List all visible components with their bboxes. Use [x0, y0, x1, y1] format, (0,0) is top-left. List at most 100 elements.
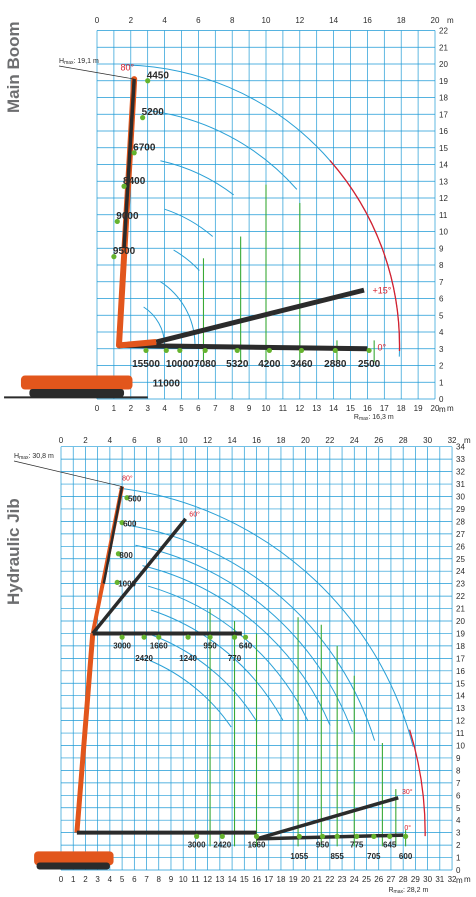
hydraulic-jib-load-point: [156, 634, 162, 640]
hydraulic-jib-load-point: [334, 833, 340, 839]
main-boom-angle-label: 0°: [378, 342, 387, 352]
main-boom-x-tick-top: 6: [196, 16, 201, 25]
hydraulic-jib-load-arc: [151, 634, 258, 723]
hydraulic-jib-y-tick: 18: [456, 642, 465, 651]
hydraulic-jib-load-point: [119, 520, 125, 526]
main-boom-boom-base: [118, 339, 157, 349]
hydraulic-jib-x-tick-top: 0: [59, 436, 64, 445]
main-boom-load-point: [163, 347, 169, 354]
main-boom-load-label: 15500: [132, 359, 160, 370]
hydraulic-jib-y-tick: 33: [456, 455, 465, 464]
hydraulic-jib-x-tick-bottom: 19: [289, 875, 298, 884]
main-boom-x-tick-bottom: 2: [129, 404, 134, 413]
main-boom-load-point: [140, 115, 146, 121]
main-boom-hmax-line: [58, 65, 135, 80]
hydraulic-jib-x-tick-top: 10: [179, 436, 188, 445]
hydraulic-jib-x-tick-bottom: 28: [399, 875, 408, 884]
hydraulic-jib-x-tick-top: 28: [399, 436, 408, 445]
hydraulic-jib-load-point: [253, 833, 260, 839]
main-boom-y-tick: 1: [439, 378, 444, 387]
hydraulic-jib-load-label: 2420: [135, 654, 153, 663]
main-boom-load-arc: [164, 208, 214, 237]
hydraulic-jib-load-point: [119, 634, 125, 640]
hydraulic-jib-x-tick-top: 4: [108, 436, 113, 445]
main-boom-load-point: [202, 347, 208, 354]
main-boom-x-tick-bottom: 11: [279, 404, 288, 413]
hydraulic-jib-y-tick: 13: [456, 704, 465, 713]
hydraulic-jib-load-label: 3000: [113, 641, 131, 650]
hydraulic-jib-load-label: 600: [123, 520, 137, 529]
hydraulic-jib-x-tick-bottom: 6: [132, 875, 137, 884]
hydraulic-jib-load-arc: [118, 487, 414, 747]
hydraulic-jib-load-label: 3000: [188, 841, 206, 850]
main-boom-y-tick: 16: [439, 127, 448, 136]
hydraulic-jib-x-tick-top: 32: [448, 436, 457, 445]
hydraulic-jib-rmax: Rmax: 28,2 m: [388, 887, 428, 895]
hydraulic-jib-load-point: [194, 833, 200, 839]
main-boom-x-tick-bottom: 1: [112, 404, 117, 413]
main-boom-load-point: [145, 78, 151, 84]
hydraulic-jib-x-tick-bottom: 27: [386, 875, 395, 884]
hydraulic-jib-x-tick-bottom: 17: [264, 875, 273, 884]
main-boom-load-label: 5320: [226, 359, 249, 370]
hydraulic-jib-load-point: [371, 833, 377, 839]
hydraulic-jib-jib-80-tip: [102, 486, 124, 584]
hydraulic-jib-x-tick-bottom: 13: [215, 875, 224, 884]
hydraulic-jib-x-tick-bottom: 15: [240, 875, 249, 884]
hydraulic-jib-y-tick: 5: [456, 804, 461, 813]
hydraulic-jib-track: [36, 862, 110, 870]
main-boom-y-tick: 5: [439, 311, 444, 320]
hydraulic-jib-y-tick: 21: [456, 605, 465, 614]
hydraulic-jib-x-tick-bottom: 7: [144, 875, 149, 884]
hydraulic-jib-angle-label: 60°: [189, 510, 200, 518]
main-boom-y-tick: 22: [439, 27, 448, 36]
main-boom-load-label: 3460: [290, 359, 313, 370]
hydraulic-jib-jib-60: [91, 517, 188, 635]
hydraulic-jib-y-tick: 23: [456, 580, 465, 589]
hydraulic-jib-y-tick: 31: [456, 480, 465, 489]
main-boom-y-tick: 3: [439, 345, 444, 354]
main-boom-x-tick-bottom: 3: [145, 404, 150, 413]
hydraulic-jib-carrier: [34, 851, 114, 866]
main-boom-boom-horizontal: [118, 342, 368, 352]
main-boom-x-tick-bottom: 0: [95, 404, 100, 413]
main-boom-load-point: [234, 347, 240, 354]
main-boom-y-tick: 13: [439, 177, 448, 186]
hydraulic-jib-load-point: [403, 833, 409, 839]
main-boom-load-label: 4450: [147, 70, 170, 81]
hydraulic-jib-y-tick: 19: [456, 629, 465, 638]
hydraulic-jib-x-tick-top: 20: [301, 436, 310, 445]
main-boom-y-tick: 20: [439, 60, 448, 69]
hydraulic-jib-x-tick-bottom: 24: [350, 875, 359, 884]
main-boom-angle-label: +15°: [372, 285, 391, 295]
hydraulic-jib-x-tick-bottom: 11: [191, 875, 200, 884]
main-boom-y-tick: 15: [439, 144, 448, 153]
main-boom-load-point: [114, 218, 120, 225]
hydraulic-jib-load-label: 1660: [150, 641, 168, 650]
main-boom-load-point: [121, 183, 127, 189]
main-boom-x-unit-bottom: m: [447, 404, 454, 413]
hydraulic-jib-x-tick-bottom: 9: [169, 875, 174, 884]
hydraulic-jib-y-tick: 8: [456, 766, 461, 775]
main-boom-x-tick-top: 8: [230, 16, 235, 25]
main-boom-load-label: 9000: [116, 211, 139, 222]
hydraulic-jib-x-tick-bottom: 26: [374, 875, 383, 884]
main-boom-limit-arc: [329, 159, 401, 352]
main-boom-load-arc: [160, 160, 234, 196]
main-boom-y-tick: 9: [439, 244, 444, 253]
main-boom-y-tick: 11: [439, 211, 448, 220]
hydraulic-jib-x-tick-top: 22: [325, 436, 334, 445]
main-boom-x-tick-bottom: 7: [213, 404, 218, 413]
main-boom-load-label: 5200: [142, 107, 165, 118]
hydraulic-jib-y-tick: 14: [456, 692, 465, 701]
hydraulic-jib-limit-arc: [408, 729, 426, 837]
hydraulic-jib-load-point: [354, 833, 360, 839]
hydraulic-jib-load-label: 2420: [213, 841, 231, 850]
hydraulic-jib-angle-label: 80°: [122, 474, 133, 482]
hydraulic-jib-load-label: 600: [399, 852, 413, 861]
hydraulic-jib-load-point: [141, 634, 147, 640]
hydraulic-jib-y-tick: 9: [456, 754, 461, 763]
hydraulic-jib-load-point: [207, 634, 213, 640]
main-boom-load-label: 9500: [113, 246, 136, 257]
hydraulic-jib-load-label: 775: [350, 841, 364, 850]
